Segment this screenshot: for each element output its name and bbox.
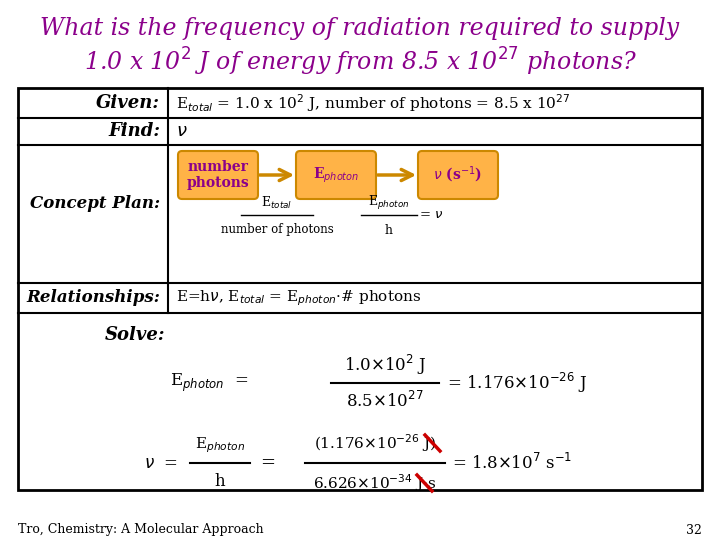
Text: Relationships:: Relationships:: [26, 289, 160, 307]
Text: E$_{photon}$: E$_{photon}$: [313, 165, 359, 185]
Text: 8.5$\times$10$^{27}$: 8.5$\times$10$^{27}$: [346, 391, 424, 411]
Text: E$_{total}$: E$_{total}$: [261, 195, 292, 211]
FancyBboxPatch shape: [418, 151, 498, 199]
Text: (1.176$\times$10$^{-26}$ J): (1.176$\times$10$^{-26}$ J): [314, 432, 436, 454]
Text: 6.626$\times$10$^{-34}$ J$\cdot$s: 6.626$\times$10$^{-34}$ J$\cdot$s: [313, 472, 437, 494]
Text: E$_{photon}$: E$_{photon}$: [369, 194, 410, 212]
FancyBboxPatch shape: [296, 151, 376, 199]
Text: h: h: [385, 224, 393, 237]
Text: number of photons: number of photons: [220, 224, 333, 237]
Text: = 1.8$\times$10$^{7}$ s$^{-1}$: = 1.8$\times$10$^{7}$ s$^{-1}$: [452, 453, 572, 473]
Text: = $\nu$: = $\nu$: [419, 208, 444, 221]
Text: E$_{total}$ = 1.0 x 10$^{2}$ J, number of photons = 8.5 x 10$^{27}$: E$_{total}$ = 1.0 x 10$^{2}$ J, number o…: [176, 92, 570, 114]
FancyBboxPatch shape: [178, 151, 258, 199]
Text: Given:: Given:: [96, 94, 160, 112]
Text: $\nu$  =: $\nu$ =: [144, 455, 178, 471]
Text: Concept Plan:: Concept Plan:: [30, 195, 160, 213]
Text: =: =: [261, 454, 276, 472]
Text: 32: 32: [686, 523, 702, 537]
Text: Tro, Chemistry: A Molecular Approach: Tro, Chemistry: A Molecular Approach: [18, 523, 264, 537]
Text: Find:: Find:: [108, 123, 160, 140]
Text: Solve:: Solve:: [105, 326, 166, 344]
Text: What is the frequency of radiation required to supply: What is the frequency of radiation requi…: [40, 17, 680, 39]
Text: = 1.176$\times$10$^{-26}$ J: = 1.176$\times$10$^{-26}$ J: [447, 371, 588, 395]
Text: E=h$\nu$, E$_{total}$ = E$_{photon}$·# photons: E=h$\nu$, E$_{total}$ = E$_{photon}$·# p…: [176, 288, 421, 308]
Text: number: number: [188, 160, 248, 174]
Text: photons: photons: [186, 176, 249, 190]
Text: E$_{photon}$: E$_{photon}$: [195, 435, 245, 455]
Text: h: h: [215, 472, 225, 489]
Text: E$_{photon}$  =: E$_{photon}$ =: [169, 372, 248, 394]
Text: $\nu$: $\nu$: [176, 123, 188, 140]
Bar: [18, 88, 702, 490]
Text: $\nu$ (s$^{-1}$): $\nu$ (s$^{-1}$): [433, 165, 482, 185]
Text: 1.0 x 10$^{2}$ J of energy from 8.5 x 10$^{27}$ photons?: 1.0 x 10$^{2}$ J of energy from 8.5 x 10…: [84, 46, 636, 78]
Text: 1.0$\times$10$^{2}$ J: 1.0$\times$10$^{2}$ J: [343, 353, 426, 377]
